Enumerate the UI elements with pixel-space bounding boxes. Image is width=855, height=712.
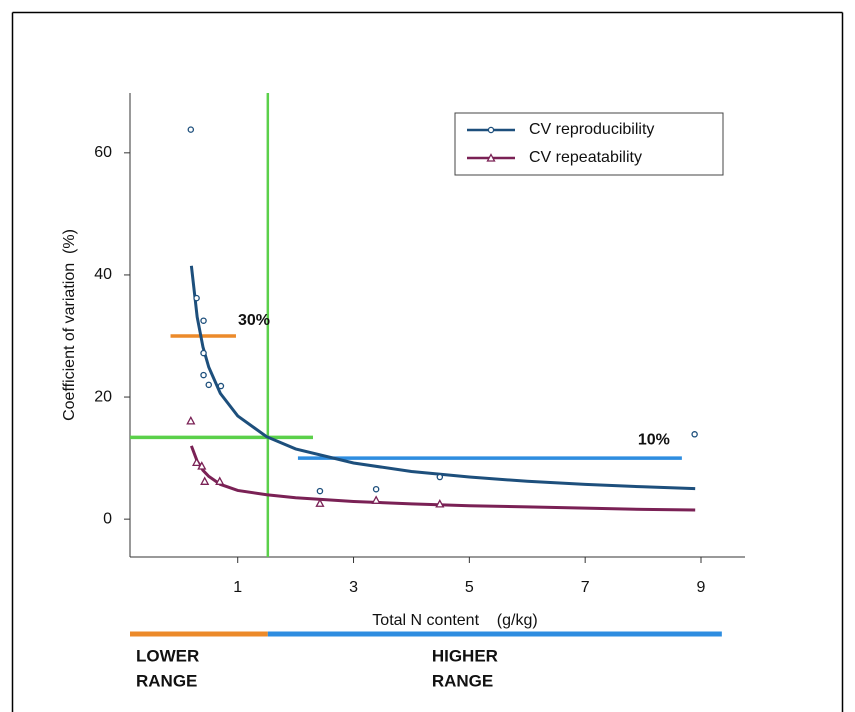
legend-marker [487, 126, 495, 134]
data-point [316, 487, 324, 495]
data-point [372, 485, 380, 493]
data-point [215, 476, 225, 485]
data-point [691, 431, 698, 438]
y-axis-title: Coefficient of variation (%) [61, 229, 78, 421]
y-tick-label: 0 [103, 510, 112, 527]
range-label: RANGE [136, 671, 197, 690]
data-point [371, 495, 381, 504]
x-tick-label: 1 [233, 579, 242, 596]
data-point [200, 349, 207, 357]
reference-label: 30% [238, 312, 270, 329]
y-tick-label: 40 [94, 266, 112, 283]
reference-label: 10% [638, 431, 670, 448]
data-point [436, 473, 444, 481]
data-point [186, 415, 196, 425]
y-tick-label: 60 [94, 144, 112, 161]
x-tick-label: 3 [349, 579, 358, 596]
data-point [200, 317, 207, 324]
range-label: HIGHER [432, 646, 498, 665]
legend-marker [486, 153, 496, 162]
range-label: LOWER [136, 646, 199, 665]
data-point [200, 371, 207, 379]
data-point [200, 476, 210, 485]
x-tick-label: 5 [465, 579, 474, 596]
legend-box [454, 112, 724, 176]
legend-label: CV repeatability [529, 149, 642, 166]
fit-curve [189, 445, 696, 512]
data-point [315, 498, 325, 507]
data-point [205, 381, 213, 389]
x-tick-label: 9 [697, 579, 706, 596]
x-tick-label: 7 [581, 579, 590, 596]
data-point [435, 499, 445, 508]
y-tick-label: 20 [94, 388, 112, 405]
data-point [193, 294, 200, 302]
x-axis-title: Total N content (g/kg) [372, 612, 537, 629]
data-point [192, 457, 202, 467]
data-point [187, 126, 195, 133]
data-point [217, 382, 225, 390]
data-point [197, 461, 207, 470]
range-label: RANGE [432, 671, 493, 690]
legend-label: CV reproducibility [529, 121, 654, 138]
